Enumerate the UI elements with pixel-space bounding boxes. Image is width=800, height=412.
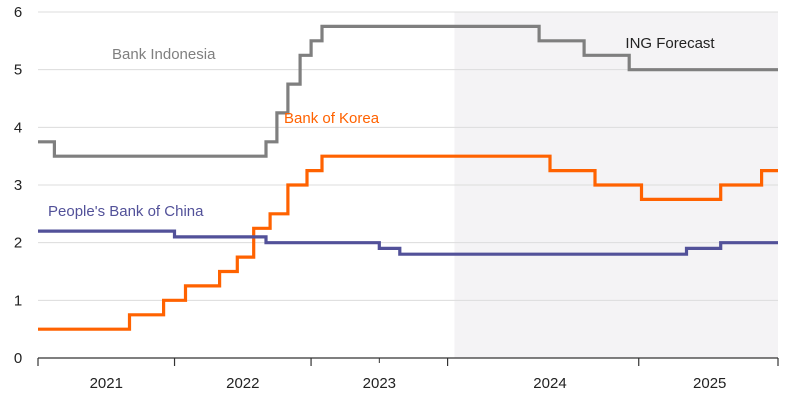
x-tick-label-2021: 2021 xyxy=(90,375,123,392)
x-tick-label-2022: 2022 xyxy=(226,375,259,392)
y-tick-label-2: 2 xyxy=(14,235,22,252)
series-label-pboc: People's Bank of China xyxy=(48,203,204,220)
x-tick-label-2025: 2025 xyxy=(693,375,726,392)
series-lines xyxy=(38,24,778,331)
y-tick-label-1: 1 xyxy=(14,292,22,309)
y-tick-label-5: 5 xyxy=(14,62,22,79)
series-label-bank-of-korea: Bank of Korea xyxy=(284,110,380,127)
series-line-bank-indonesia xyxy=(38,24,778,158)
y-tick-label-0: 0 xyxy=(14,350,22,367)
horizontal-gridlines xyxy=(38,11,778,301)
series-line-bank-of-korea xyxy=(38,154,778,331)
y-tick-label-3: 3 xyxy=(14,177,22,194)
y-tick-label-4: 4 xyxy=(14,119,22,136)
y-tick-label-6: 6 xyxy=(14,4,22,21)
forecast-label: ING Forecast xyxy=(625,35,715,52)
x-tick-label-2024: 2024 xyxy=(533,375,566,392)
axes: 0 1 2 3 4 5 6 2021 2022 2023 2024 2025 xyxy=(14,4,779,392)
x-tick-label-2023: 2023 xyxy=(363,375,396,392)
series-label-bank-indonesia: Bank Indonesia xyxy=(112,46,216,63)
series-line-pboc xyxy=(38,229,778,256)
labels: ING Forecast Bank Indonesia Bank of Kore… xyxy=(48,35,715,220)
